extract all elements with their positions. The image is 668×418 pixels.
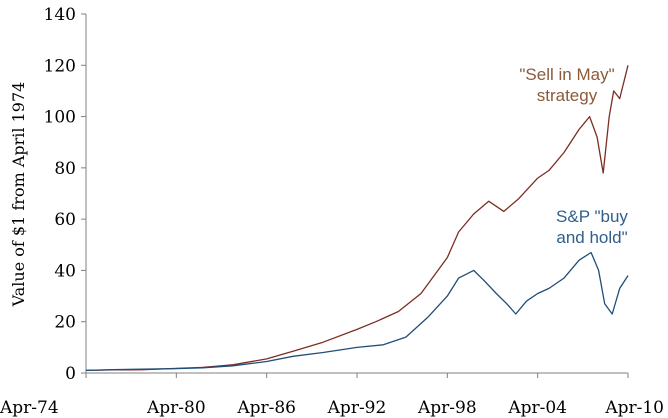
chart-series [85, 65, 629, 372]
x-tick-label: Apr-86 [236, 398, 296, 418]
y-tick-label: 60 [54, 210, 76, 230]
sell-in-may-line [85, 65, 629, 372]
y-tick-label: 40 [54, 261, 76, 281]
annotation-line: and hold" [556, 228, 627, 247]
y-tick-label: 120 [44, 56, 76, 76]
x-tick-label: Apr-10 [604, 398, 664, 418]
x-tick-label: Apr-74 [0, 398, 59, 418]
y-tick-label: 140 [44, 5, 76, 25]
x-tick-label: Apr-04 [507, 398, 567, 418]
annotation-line: strategy [537, 86, 598, 105]
x-tick-label: Apr-98 [417, 398, 477, 418]
y-tick-label: 80 [54, 159, 76, 179]
x-axis-ticks: Apr-74 Apr-80 Apr-86 Apr-92 Apr-98 Apr-04 Apr-… [0, 373, 664, 418]
x-tick-label: Apr-80 [146, 398, 206, 418]
buy-and-hold-annotation: S&P "buy and hold" [556, 207, 628, 247]
annotation-line: S&P "buy [556, 207, 628, 226]
y-axis-ticks: 0 20 40 60 80 100 120 140 [44, 5, 86, 384]
sell-in-may-annotation: "Sell in May" strategy [519, 65, 614, 105]
buy-and-hold-line [85, 251, 629, 372]
annotation-line: "Sell in May" [519, 65, 614, 84]
y-tick-label: 100 [44, 108, 76, 128]
y-axis-label: Value of $1 from April 1974 [9, 82, 28, 308]
y-tick-label: 20 [54, 313, 76, 333]
chart-annotations: "Sell in May" strategy S&P "buy and hold" [519, 65, 628, 247]
y-tick-label: 0 [65, 364, 76, 384]
x-tick-label: Apr-92 [327, 398, 387, 418]
